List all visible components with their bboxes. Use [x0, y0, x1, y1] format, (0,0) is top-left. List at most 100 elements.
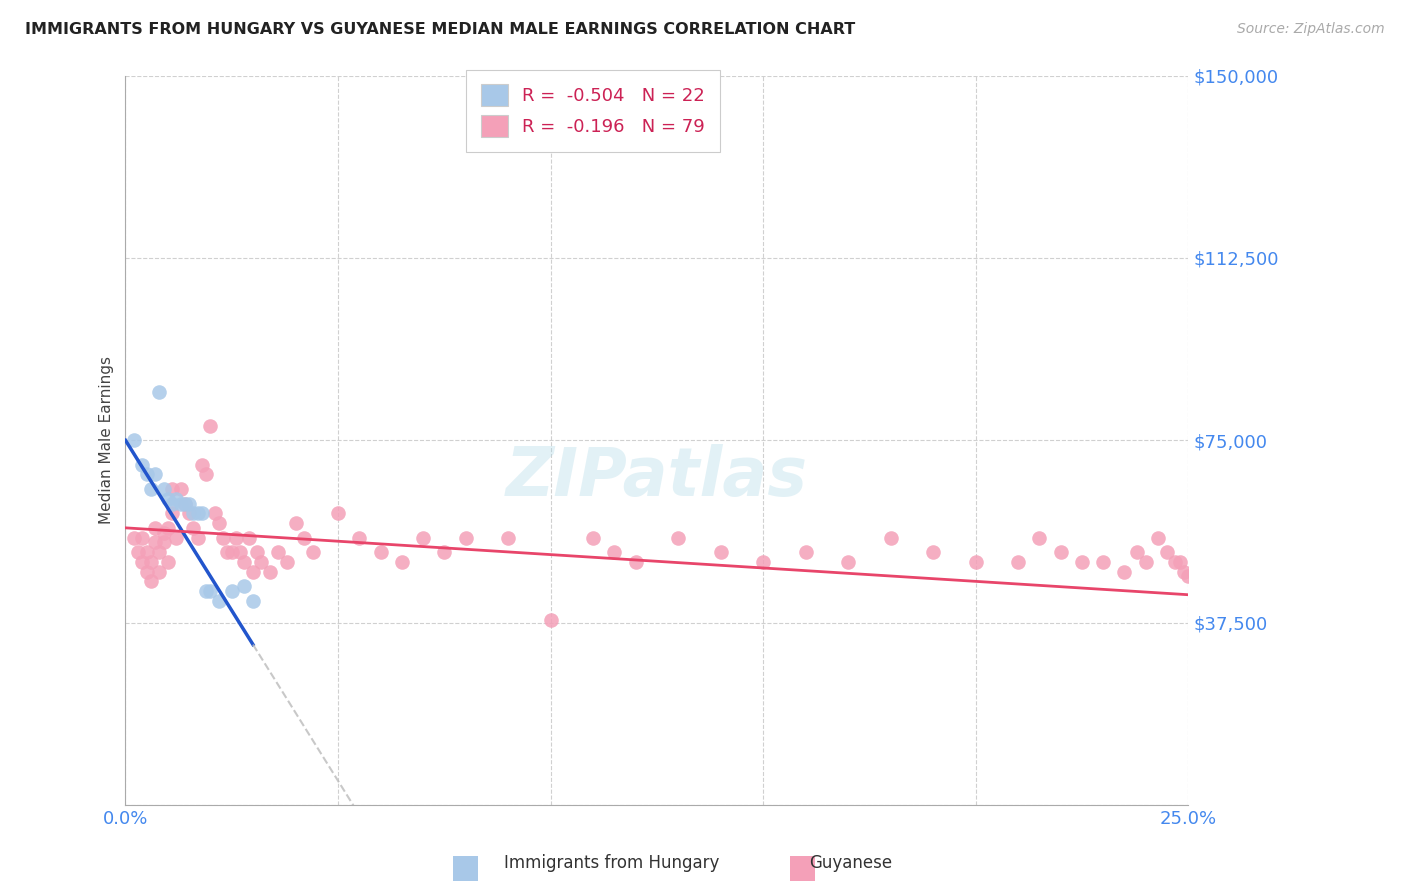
Point	[143, 521, 166, 535]
Point	[794, 545, 817, 559]
Point	[1135, 555, 1157, 569]
Point	[156, 491, 179, 506]
Point	[179, 506, 201, 520]
Point	[143, 467, 166, 482]
Point	[221, 545, 243, 559]
Point	[370, 545, 392, 559]
Point	[156, 521, 179, 535]
Point	[160, 506, 183, 520]
Point	[1049, 545, 1071, 559]
Point	[250, 555, 273, 569]
Point	[131, 458, 153, 472]
Point	[752, 555, 775, 569]
Point	[292, 531, 315, 545]
Legend: R =  -0.504   N = 22, R =  -0.196   N = 79: R = -0.504 N = 22, R = -0.196 N = 79	[467, 70, 720, 152]
Point	[200, 584, 222, 599]
Point	[195, 467, 218, 482]
Point	[238, 531, 260, 545]
Y-axis label: Median Male Earnings: Median Male Earnings	[100, 356, 114, 524]
Point	[1126, 545, 1149, 559]
Point	[412, 531, 434, 545]
Point	[582, 531, 605, 545]
Point	[131, 555, 153, 569]
Point	[217, 545, 239, 559]
Point	[259, 565, 281, 579]
Point	[349, 531, 371, 545]
Point	[148, 565, 170, 579]
Point	[187, 531, 209, 545]
Point	[496, 531, 519, 545]
Point	[131, 531, 153, 545]
Point	[183, 506, 205, 520]
Point	[965, 555, 987, 569]
Point	[1007, 555, 1029, 569]
Point	[433, 545, 456, 559]
Point	[1168, 555, 1191, 569]
Point	[229, 545, 252, 559]
Point	[242, 594, 264, 608]
Point	[1028, 531, 1050, 545]
Point	[1173, 565, 1195, 579]
Point	[276, 555, 298, 569]
Point	[879, 531, 901, 545]
Point	[242, 565, 264, 579]
Point	[166, 491, 188, 506]
Point	[1164, 555, 1187, 569]
Point	[301, 545, 323, 559]
Point	[148, 384, 170, 399]
Point	[127, 545, 149, 559]
Point	[187, 506, 209, 520]
Point	[212, 531, 235, 545]
Point	[1177, 569, 1199, 583]
Point	[391, 555, 413, 569]
Point	[1114, 565, 1136, 579]
Point	[135, 467, 157, 482]
Point	[139, 482, 162, 496]
Point	[152, 525, 174, 540]
Point	[143, 535, 166, 549]
Point	[710, 545, 733, 559]
Point	[208, 516, 231, 530]
Text: Source: ZipAtlas.com: Source: ZipAtlas.com	[1237, 22, 1385, 37]
Point	[922, 545, 945, 559]
Text: IMMIGRANTS FROM HUNGARY VS GUYANESE MEDIAN MALE EARNINGS CORRELATION CHART: IMMIGRANTS FROM HUNGARY VS GUYANESE MEDI…	[25, 22, 856, 37]
Point	[179, 496, 201, 510]
Point	[139, 555, 162, 569]
Point	[284, 516, 307, 530]
Point	[233, 579, 256, 593]
Point	[191, 458, 214, 472]
Point	[191, 506, 214, 520]
Point	[183, 521, 205, 535]
Point	[624, 555, 647, 569]
Point	[540, 613, 562, 627]
Point	[135, 545, 157, 559]
Point	[160, 482, 183, 496]
Point	[208, 594, 231, 608]
Point	[837, 555, 859, 569]
Point	[160, 496, 183, 510]
Point	[221, 584, 243, 599]
Point	[246, 545, 269, 559]
Text: ZIPatlas: ZIPatlas	[506, 444, 808, 509]
Point	[454, 531, 477, 545]
Point	[195, 584, 218, 599]
Point	[204, 506, 226, 520]
Point	[170, 482, 193, 496]
Point	[1092, 555, 1115, 569]
Point	[170, 496, 193, 510]
Point	[148, 545, 170, 559]
Point	[603, 545, 626, 559]
Point	[135, 565, 157, 579]
Point	[156, 555, 179, 569]
Point	[666, 531, 689, 545]
Point	[174, 496, 197, 510]
Text: Immigrants from Hungary: Immigrants from Hungary	[503, 855, 720, 872]
Point	[233, 555, 256, 569]
Point	[152, 482, 174, 496]
Point	[267, 545, 290, 559]
Point	[326, 506, 349, 520]
Text: Guyanese: Guyanese	[808, 855, 893, 872]
Point	[200, 418, 222, 433]
Point	[122, 531, 145, 545]
Point	[1147, 531, 1170, 545]
